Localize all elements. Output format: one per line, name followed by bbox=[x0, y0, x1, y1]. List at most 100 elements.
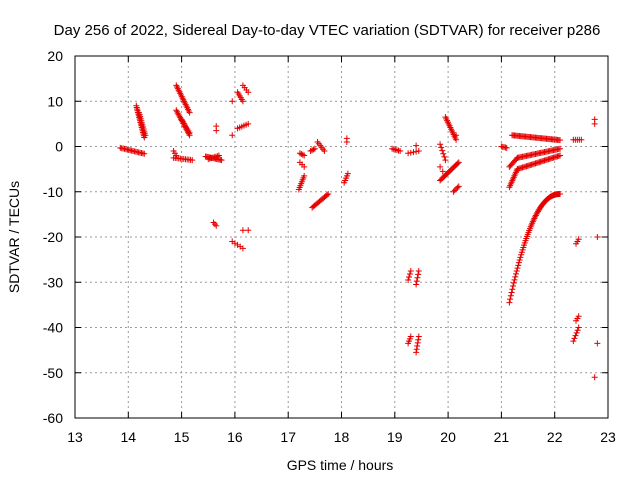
x-tick-label: 20 bbox=[440, 429, 456, 445]
data-point bbox=[511, 276, 518, 283]
data-point bbox=[407, 267, 414, 274]
data-point bbox=[186, 129, 193, 136]
data-point bbox=[455, 183, 462, 190]
data-point bbox=[410, 149, 417, 156]
data-point bbox=[215, 152, 222, 159]
data-point bbox=[414, 339, 421, 346]
data-point bbox=[514, 265, 521, 272]
data-point bbox=[512, 273, 519, 280]
data-point bbox=[142, 132, 149, 139]
data-point bbox=[415, 267, 422, 274]
data-point bbox=[229, 98, 236, 105]
data-point bbox=[572, 332, 579, 339]
chart-title: Day 256 of 2022, Sidereal Day-to-day VTE… bbox=[54, 22, 601, 39]
data-point bbox=[325, 191, 332, 198]
data-point bbox=[299, 151, 306, 158]
data-point bbox=[574, 327, 581, 334]
data-point bbox=[415, 333, 422, 340]
data-point bbox=[415, 336, 422, 343]
data-point bbox=[213, 222, 220, 229]
data-point bbox=[141, 150, 148, 157]
data-point bbox=[323, 192, 330, 199]
data-point bbox=[229, 132, 236, 139]
x-tick-label: 23 bbox=[600, 429, 616, 445]
data-point bbox=[534, 209, 541, 216]
y-tick-label: -40 bbox=[43, 320, 63, 336]
y-tick-label: -50 bbox=[43, 365, 63, 381]
data-point bbox=[413, 281, 420, 288]
data-point bbox=[503, 144, 510, 151]
y-tick-label: -20 bbox=[43, 229, 63, 245]
data-point bbox=[415, 148, 422, 155]
data-point bbox=[406, 273, 413, 280]
data-point bbox=[301, 163, 308, 170]
data-point bbox=[575, 236, 582, 243]
data-point bbox=[517, 254, 524, 261]
x-tick-label: 14 bbox=[121, 429, 137, 445]
data-point bbox=[578, 136, 585, 143]
data-point bbox=[311, 145, 318, 152]
y-tick-label: -10 bbox=[43, 184, 63, 200]
data-point bbox=[573, 329, 580, 336]
data-point bbox=[413, 142, 420, 149]
data-point bbox=[405, 276, 412, 283]
x-tick-label: 22 bbox=[547, 429, 563, 445]
data-point bbox=[510, 283, 517, 290]
data-point bbox=[557, 152, 564, 159]
data-point bbox=[507, 296, 514, 303]
data-point bbox=[437, 163, 444, 170]
data-point bbox=[301, 152, 308, 159]
data-point bbox=[454, 160, 461, 167]
data-point bbox=[414, 274, 421, 281]
y-tick-label: 20 bbox=[47, 48, 63, 64]
data-point bbox=[413, 349, 420, 356]
y-axis-label: SDTVAR / TECUs bbox=[6, 181, 22, 293]
data-point bbox=[301, 172, 308, 179]
x-tick-label: 16 bbox=[227, 429, 243, 445]
data-point bbox=[557, 145, 564, 152]
data-point bbox=[310, 146, 317, 153]
data-point bbox=[211, 221, 218, 228]
data-point bbox=[510, 279, 517, 286]
data-point bbox=[591, 120, 598, 127]
data-point bbox=[309, 147, 316, 154]
data-points bbox=[117, 82, 601, 381]
data-point bbox=[571, 335, 578, 342]
data-point bbox=[533, 211, 540, 218]
data-point bbox=[439, 168, 446, 175]
data-point bbox=[453, 132, 460, 139]
data-point bbox=[413, 346, 420, 353]
data-point bbox=[218, 157, 225, 164]
data-point bbox=[210, 219, 217, 226]
data-point bbox=[413, 278, 420, 285]
y-tick-label: 10 bbox=[47, 93, 63, 109]
data-point bbox=[570, 338, 577, 345]
data-point bbox=[516, 256, 523, 263]
data-point bbox=[509, 286, 516, 293]
data-point bbox=[437, 141, 444, 148]
x-tick-label: 18 bbox=[334, 429, 350, 445]
x-tick-label: 15 bbox=[174, 429, 190, 445]
data-point bbox=[455, 159, 462, 166]
data-point bbox=[186, 109, 193, 116]
data-point bbox=[594, 234, 601, 240]
data-point bbox=[213, 127, 220, 134]
data-point bbox=[407, 149, 414, 156]
data-point bbox=[454, 184, 461, 191]
data-point bbox=[239, 227, 246, 234]
tick-labels: 13 14 15 16 17 18 19 20 21 22 23 20 10 0 -10 -20 -30 -40 -… bbox=[43, 48, 616, 445]
data-point bbox=[515, 259, 522, 266]
data-point bbox=[438, 144, 445, 151]
data-point bbox=[405, 150, 412, 157]
data-point bbox=[245, 120, 252, 127]
data-point bbox=[451, 187, 458, 194]
x-tick-label: 19 bbox=[387, 429, 403, 445]
data-point bbox=[245, 227, 252, 234]
x-tick-label: 21 bbox=[494, 429, 510, 445]
data-point bbox=[508, 289, 515, 296]
data-point bbox=[594, 340, 601, 347]
data-point bbox=[507, 292, 514, 299]
data-point bbox=[453, 186, 460, 193]
data-point bbox=[406, 270, 413, 277]
